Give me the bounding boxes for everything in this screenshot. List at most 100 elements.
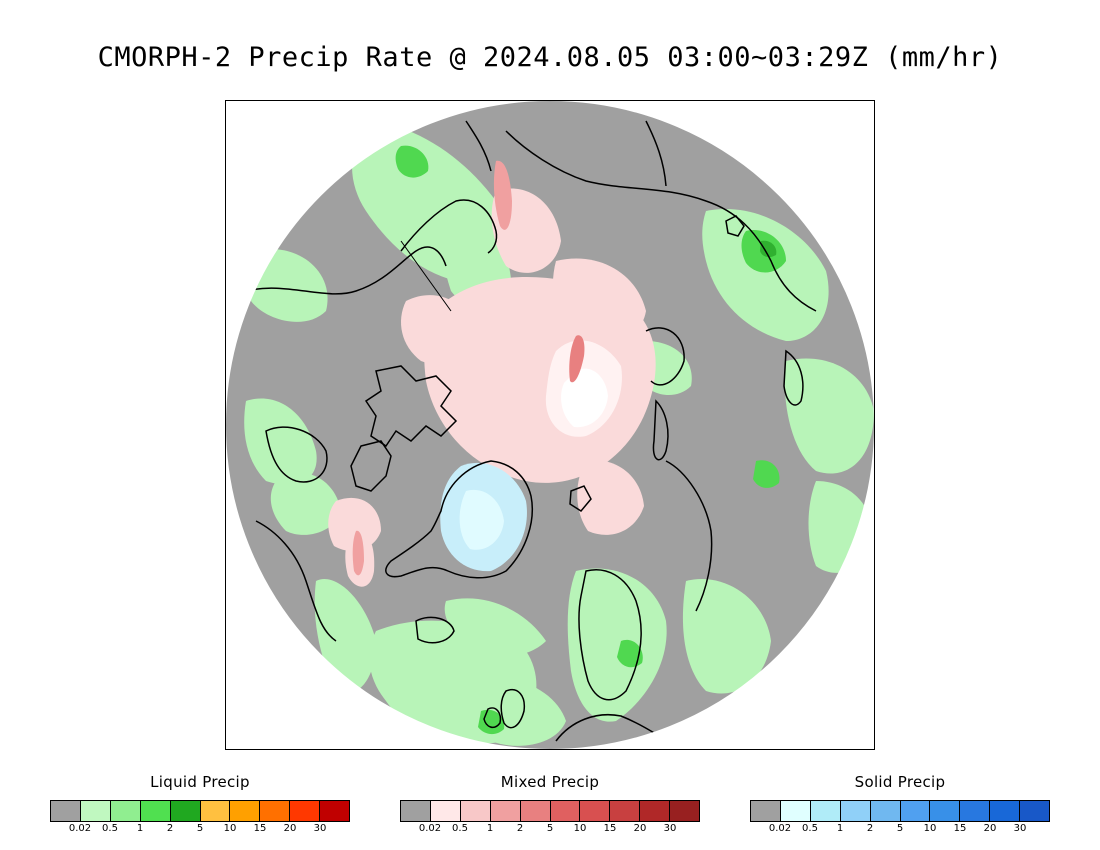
legend-tick-label: 15 (953, 823, 967, 834)
legend-mixed-labels: 0.02 0.5 1 2 5 10 15 20 30 (400, 823, 700, 839)
coastline-russia-north (665, 460, 713, 612)
coastline-svalbard (569, 485, 592, 512)
liquid-precip-siberia-east (702, 209, 829, 341)
mixed-precip-pole-center (561, 368, 608, 428)
coastline-british-isles (500, 689, 526, 729)
legend-tick-label: 2 (866, 823, 874, 834)
legend-swatch (80, 801, 111, 821)
legend-tick-label: 1 (136, 823, 144, 834)
legend-liquid-labels: 0.02 0.5 1 2 5 10 15 20 30 (50, 823, 350, 839)
legend-swatch (260, 801, 291, 821)
solid-precip-greenland-light (459, 489, 504, 550)
legend-swatch (170, 801, 201, 821)
coastline-labrador (255, 520, 337, 642)
legend-tick-label: 10 (573, 823, 587, 834)
legend-swatch (110, 801, 141, 821)
legend-swatch (51, 801, 81, 821)
legend-swatch (930, 801, 961, 821)
legend-liquid: Liquid Precip 0.02 0.5 1 2 5 10 15 20 30 (50, 772, 350, 839)
polar-precip-map (226, 101, 874, 749)
legend-swatch (200, 801, 231, 821)
legend-swatch (230, 801, 261, 821)
legend-mixed: Mixed Precip 0.02 0.5 1 2 5 10 15 20 30 (400, 772, 700, 839)
legend-mixed-bar (400, 800, 700, 822)
legend-tick-label: 20 (983, 823, 997, 834)
legend-liquid-bar (50, 800, 350, 822)
legend-swatch (140, 801, 171, 821)
liquid-precip-moderate-siberia-b (760, 240, 777, 258)
coastline-chukotka (465, 120, 492, 172)
legend-tick-label: 30 (313, 823, 327, 834)
legend-tick-label: 15 (603, 823, 617, 834)
legend-swatch (490, 801, 521, 821)
coastline-ireland (483, 707, 502, 729)
liquid-precip-scandinavia (567, 568, 667, 722)
liquid-precip-moderate-russia (753, 460, 780, 488)
legend-tick-label: 30 (1013, 823, 1027, 834)
map-title: CMORPH-2 Precip Rate @ 2024.08.05 03:00~… (97, 42, 1003, 73)
legend-solid-bar (750, 800, 1050, 822)
legend-tick-label: 10 (923, 823, 937, 834)
legend-tick-label: 0.5 (802, 823, 818, 834)
liquid-precip-siberia-central (784, 358, 874, 474)
coastline-siberia (505, 130, 817, 312)
legend-tick-label: 15 (253, 823, 267, 834)
coastline-yamal (783, 349, 804, 406)
legend-swatch (430, 801, 461, 821)
legend-tick-label: 1 (836, 823, 844, 834)
coastline-taymyr (645, 327, 685, 386)
legend-swatch (870, 801, 901, 821)
liquid-precip-moderate-scandinavia (617, 639, 643, 668)
legend-tick-label: 5 (896, 823, 904, 834)
legend-liquid-title: Liquid Precip (150, 773, 250, 791)
legend-tick-label: 5 (546, 823, 554, 834)
legend-tick-label: 20 (283, 823, 297, 834)
legend-swatch (990, 801, 1021, 821)
legend-swatch (580, 801, 611, 821)
legend-tick-label: 2 (516, 823, 524, 834)
mixed-precip-barents (577, 460, 644, 535)
mixed-precip-beaufort (401, 295, 476, 365)
coastline-hudson-bay (265, 426, 328, 483)
coastline-north-america (245, 246, 447, 295)
legend-swatch (550, 801, 581, 821)
coastline-scandinavia (578, 569, 642, 701)
map-frame (225, 100, 875, 750)
legend-tick-label: 0.02 (68, 823, 92, 834)
coastline-alaska (400, 199, 498, 254)
coastline-lena-delta (725, 215, 745, 237)
legend-swatch (520, 801, 551, 821)
legend-tick-label: 0.02 (418, 823, 442, 834)
legend-swatch (460, 801, 491, 821)
legend-swatch (900, 801, 931, 821)
coastline-greenland (385, 460, 533, 579)
coastlines (245, 120, 837, 749)
legend-swatch (751, 801, 781, 821)
legend-tick-label: 10 (223, 823, 237, 834)
legend-solid-labels: 0.02 0.5 1 2 5 10 15 20 30 (750, 823, 1050, 839)
mixed-precip-east-siberian (552, 258, 646, 345)
legend-swatch (840, 801, 871, 821)
legend-tick-label: 20 (633, 823, 647, 834)
legend-swatch (610, 801, 641, 821)
coastline-baffin-island (350, 440, 392, 492)
legend-swatch (780, 801, 811, 821)
legend-tick-label: 1 (486, 823, 494, 834)
legend-swatch (320, 801, 350, 821)
coastline-kamchatka (645, 120, 667, 187)
legend-tick-label: 2 (166, 823, 174, 834)
coastline-iceland (415, 616, 455, 644)
legend-swatch (1020, 801, 1050, 821)
legend-solid-title: Solid Precip (854, 773, 946, 791)
legend-swatch (960, 801, 991, 821)
liquid-precip-norwegian-sea (444, 598, 546, 657)
legend-tick-label: 30 (663, 823, 677, 834)
legend-swatch (670, 801, 700, 821)
liquid-precip-russia-west (682, 579, 771, 694)
legend-mixed-title: Mixed Precip (500, 773, 600, 791)
legend-tick-label: 5 (196, 823, 204, 834)
legend-swatch (401, 801, 431, 821)
legend-tick-label: 0.5 (102, 823, 118, 834)
liquid-precip-nw-canada (251, 249, 328, 322)
border-alaska-canada (400, 240, 452, 312)
